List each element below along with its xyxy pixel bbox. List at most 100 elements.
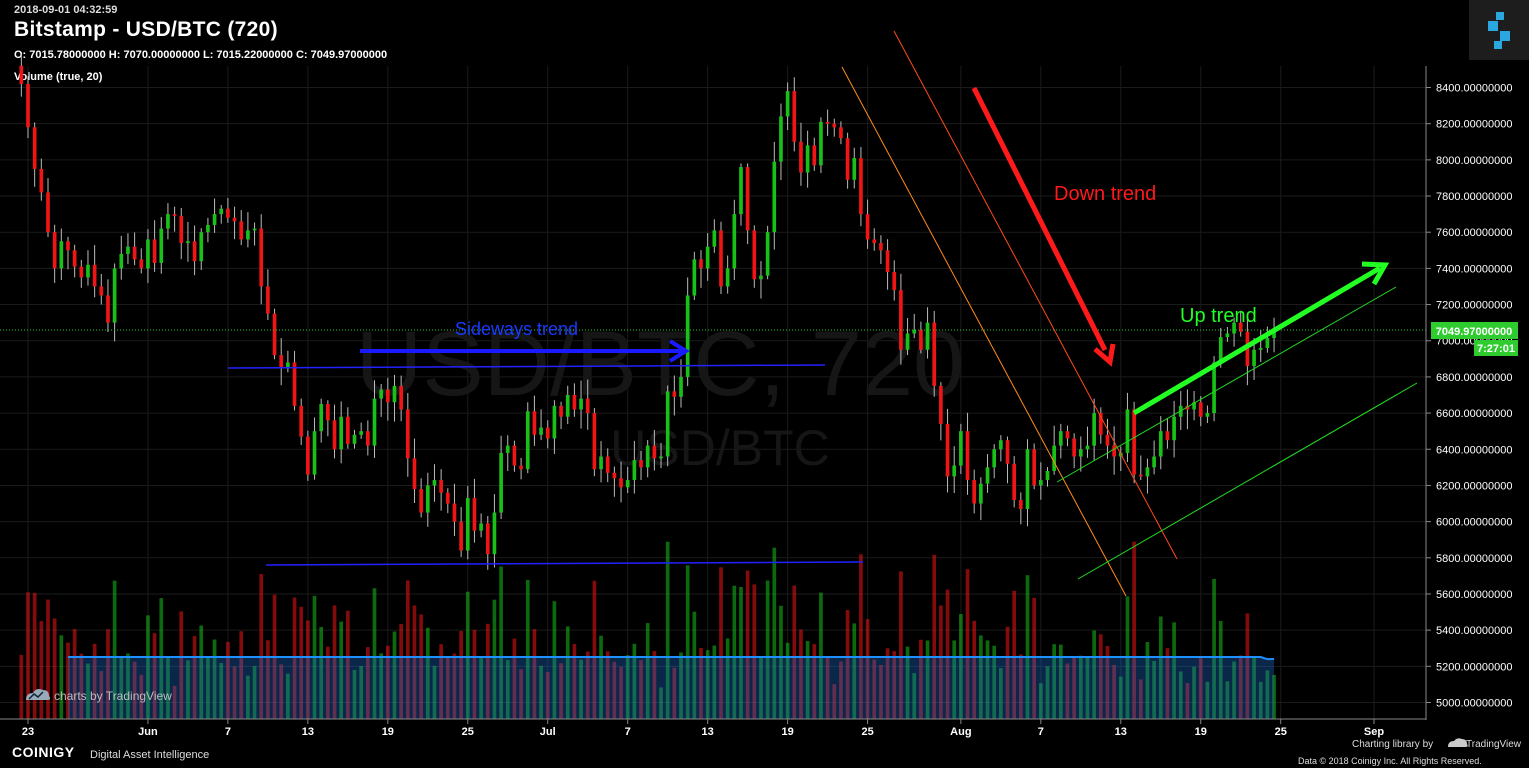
candle-body xyxy=(132,246,137,260)
x-tick-label: 19 xyxy=(1195,726,1207,738)
volume-bar xyxy=(1185,682,1190,719)
volume-bar xyxy=(772,547,777,719)
volume-bar xyxy=(712,645,717,719)
volume-indicator-label[interactable]: Volume (true, 20) xyxy=(14,71,103,83)
volume-bar xyxy=(1019,654,1023,719)
candle-body xyxy=(652,445,657,459)
candle-body xyxy=(359,431,364,435)
volume-bar xyxy=(785,642,790,719)
volume-bar xyxy=(939,605,943,719)
down-trend-arrowhead xyxy=(1093,343,1116,367)
volume-bar xyxy=(146,615,150,719)
y-tick-label: 6200.00000000 xyxy=(1436,480,1512,492)
volume-bar xyxy=(765,580,770,719)
volume-bar xyxy=(459,630,463,719)
candle-body xyxy=(759,275,763,280)
volume-bar xyxy=(385,645,390,719)
candle-body xyxy=(1105,434,1110,446)
coinigy-logo[interactable] xyxy=(1469,0,1529,60)
volume-bar xyxy=(46,599,50,719)
volume-bar xyxy=(579,659,583,719)
y-tick-label: 5200.00000000 xyxy=(1436,661,1512,673)
candle-body xyxy=(405,409,410,459)
candle-body xyxy=(1252,349,1256,367)
volume-bar xyxy=(592,580,597,719)
candle-body xyxy=(92,264,97,287)
volume-bar xyxy=(499,566,503,719)
ohlc-readout: O: 7015.78000000 H: 7070.00000000 L: 701… xyxy=(14,49,388,61)
volume-bar xyxy=(652,651,657,719)
candle-body xyxy=(932,322,937,386)
x-tick-label: Jul xyxy=(540,726,556,738)
candle-body xyxy=(779,116,783,162)
candle-body xyxy=(612,472,617,479)
candle-body xyxy=(365,431,370,446)
down-trend-channel[interactable] xyxy=(841,30,1178,597)
candle-body xyxy=(86,264,90,278)
coinigy-brand[interactable]: COINIGY xyxy=(12,744,75,760)
candle-body xyxy=(665,391,670,457)
volume-bar xyxy=(1052,644,1056,719)
volume-bar xyxy=(359,665,364,719)
candle-body xyxy=(899,290,903,350)
candle-body xyxy=(332,420,337,450)
up-trend-label[interactable]: Up trend xyxy=(1180,305,1257,327)
volume-bar xyxy=(132,661,137,719)
up-trend-channel[interactable] xyxy=(1056,261,1418,580)
candle-body xyxy=(239,221,244,240)
volume-bar xyxy=(252,666,257,719)
down-trend-label[interactable]: Down trend xyxy=(1054,183,1156,205)
y-tick-label: 7800.00000000 xyxy=(1436,191,1512,203)
candle-body xyxy=(232,217,237,222)
y-tick-label: 8400.00000000 xyxy=(1436,83,1512,95)
candle-body xyxy=(745,167,750,231)
candle-body xyxy=(1085,445,1090,450)
volume-bar xyxy=(26,592,30,719)
x-tick-label: 7 xyxy=(225,726,231,738)
volume-bar xyxy=(139,674,144,719)
volume-bar xyxy=(419,614,423,719)
tradingview-brand-link[interactable]: TradingView xyxy=(1466,739,1522,750)
candle-body xyxy=(166,214,170,229)
x-tick-label: 19 xyxy=(382,726,394,738)
volume-bar xyxy=(519,669,523,719)
candle-body xyxy=(492,512,497,555)
candle-body xyxy=(1065,431,1070,439)
candle-body xyxy=(452,503,457,522)
sideways-channel[interactable] xyxy=(227,339,864,566)
candle-body xyxy=(59,241,64,269)
volume-bar xyxy=(1145,642,1150,719)
volume-bar xyxy=(1192,666,1196,719)
volume-bar xyxy=(532,629,537,719)
volume-bar xyxy=(172,685,177,719)
candle-body xyxy=(1212,362,1216,414)
volume-bar xyxy=(405,580,410,719)
candle-body xyxy=(172,214,177,216)
down-trend-arrow xyxy=(971,86,1108,352)
candle-body xyxy=(459,521,463,551)
volume-bar xyxy=(892,651,897,719)
volume-bar xyxy=(1085,656,1090,719)
volume-bar xyxy=(399,623,403,719)
y-tick-label: 8200.00000000 xyxy=(1436,119,1512,131)
candle-body xyxy=(1078,449,1083,457)
y-tick-label: 6800.00000000 xyxy=(1436,372,1512,384)
tradingview-attribution[interactable]: charts by TradingView xyxy=(54,689,172,703)
volume-bar xyxy=(92,643,97,719)
x-axis: 23 Jun 7 13 19 25 Jul 7 13 19 25 Aug 7 13 19 25 Sep xyxy=(22,719,1384,738)
volume-bar xyxy=(192,636,197,719)
bar-countdown: 7:27:01 xyxy=(1477,343,1515,355)
down-channel-upper xyxy=(893,30,1178,560)
chart-title: Bitstamp - USD/BTC (720) xyxy=(14,18,278,41)
candle-body xyxy=(839,127,843,139)
volume-bar xyxy=(1152,660,1156,719)
volume-bar xyxy=(672,667,677,719)
volume-bar xyxy=(665,541,670,719)
volume-bar xyxy=(186,660,190,719)
candle-body xyxy=(1265,338,1270,348)
sideways-trend-label[interactable]: Sideways trend xyxy=(455,319,578,339)
candle-body xyxy=(292,362,297,406)
candle-body xyxy=(945,423,950,477)
volume-bar xyxy=(292,597,297,719)
